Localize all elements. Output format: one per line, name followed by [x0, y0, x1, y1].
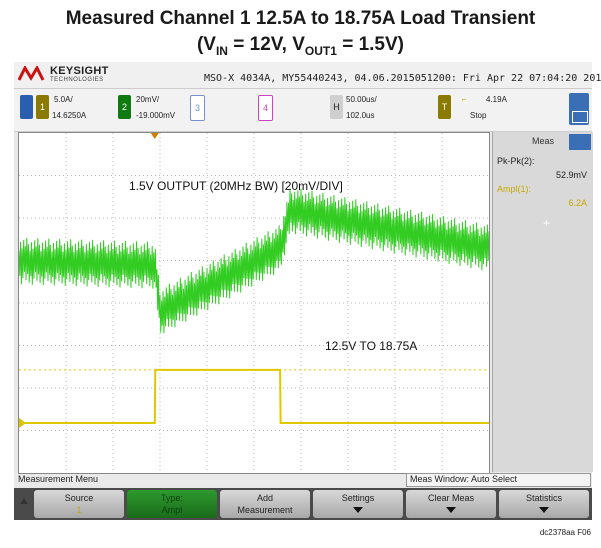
trigger-level: 4.19A: [486, 95, 507, 104]
ampl-value: 6.2A: [568, 198, 587, 208]
softkey-source-label: Source: [64, 493, 94, 503]
brand-subtitle: TECHNOLOGIES: [50, 77, 104, 83]
display-config-icon[interactable]: [569, 93, 589, 125]
horizontal-delay: 102.0us: [346, 111, 375, 120]
settings-arrow-icon: [353, 507, 363, 513]
output-annotation: 1.5V OUTPUT (20MHz BW) [20mV/DIV]: [129, 179, 343, 193]
waveform-graticule: 1.5V OUTPUT (20MHz BW) [20mV/DIV] 12.5V …: [18, 132, 490, 474]
channel-bar: 1 5.0A/ 14.6250A 2 20mV/ -19.000mV 3 4 H…: [14, 88, 592, 132]
menu-status-bar: Measurement Menu Meas Window: Auto Selec…: [14, 473, 592, 487]
ch2-output-voltage-trace: [19, 188, 489, 334]
waveform-plot: [19, 133, 489, 473]
back-arrow-icon[interactable]: [20, 498, 28, 504]
subtitle-suffix: = 1.5V): [336, 34, 405, 55]
ch2-badge: 2: [118, 95, 131, 119]
softkey-statistics-label: Statistics: [525, 493, 562, 503]
figure-id: dc2378aa F06: [539, 528, 591, 537]
subtitle-sub-in: IN: [215, 43, 228, 58]
add-meas-icon[interactable]: +: [543, 216, 551, 230]
run-icon: [20, 95, 33, 119]
softkey-add-measurement[interactable]: Add Measurement: [220, 490, 310, 518]
instrument-info: MSO-X 4034A, MY55440243, 04.06.201505120…: [204, 73, 601, 84]
meas-window-status: Meas Window: Auto Select: [406, 473, 591, 487]
ch1-scale: 5.0A/: [54, 95, 73, 104]
ch1-load-current-trace: [19, 368, 489, 424]
trigger-time-marker: [150, 133, 159, 139]
softkey-statistics[interactable]: Statistics: [499, 490, 589, 518]
trigger-edge-icon: ⌐: [462, 95, 467, 104]
measurement-panel: Meas Pk-Pk(2): 52.9mV Ampl(1): 6.2A +: [492, 132, 593, 472]
keysight-logo-icon: [18, 66, 45, 81]
softkey-type-value: Ampl: [161, 505, 183, 515]
softkey-clear-label: Clear Meas: [427, 493, 474, 503]
menu-title: Measurement Menu: [18, 474, 99, 484]
ch3-badge[interactable]: 3: [190, 95, 205, 121]
statistics-arrow-icon: [539, 507, 549, 513]
brand-name: KEYSIGHT: [50, 65, 109, 77]
ch2-scale: 20mV/: [136, 95, 160, 104]
brand-bar: KEYSIGHT TECHNOLOGIES MSO-X 4034A, MY554…: [14, 62, 601, 88]
load-annotation: 12.5V TO 18.75A: [325, 339, 418, 353]
pkpk-value: 52.9mV: [555, 170, 587, 180]
softkey-source[interactable]: Source 1: [34, 490, 124, 518]
softkey-clear-meas[interactable]: Clear Meas: [406, 490, 496, 518]
subtitle-sub-out1: OUT1: [304, 43, 337, 58]
subtitle-prefix: (V: [196, 34, 216, 55]
softkey-type[interactable]: Type: Ampl: [127, 490, 217, 518]
meas-header: Meas: [531, 136, 554, 146]
ch4-badge[interactable]: 4: [258, 95, 273, 121]
softkey-bar: Source 1 Type: Ampl Add Measurement Sett…: [14, 488, 592, 520]
figure-subtitle: (VIN = 12V, VOUT1 = 1.5V): [0, 34, 601, 58]
softkey-settings-label: Settings: [341, 493, 375, 503]
run-state: Stop: [470, 111, 487, 120]
ch1-offset: 14.6250A: [52, 111, 87, 120]
trigger-badge: T: [438, 95, 451, 119]
softkey-add-label: Add: [256, 493, 273, 503]
ch2-offset: -19.000mV: [136, 111, 176, 120]
softkey-source-value: 1: [76, 505, 82, 515]
ch1-badge: 1: [36, 95, 49, 119]
softkey-add-label2: Measurement: [237, 505, 293, 515]
horizontal-scale: 50.00us/: [346, 95, 377, 104]
clear-arrow-icon: [446, 507, 456, 513]
subtitle-mid: = 12V, V: [227, 34, 305, 55]
display-window-icon: [572, 111, 588, 123]
oscilloscope-screen: KEYSIGHT TECHNOLOGIES MSO-X 4034A, MY554…: [14, 62, 601, 520]
softkey-type-label: Type:: [160, 493, 183, 503]
ampl-label: Ampl(1):: [497, 184, 532, 194]
pkpk-label: Pk-Pk(2):: [497, 156, 535, 166]
horizontal-badge: H: [330, 95, 343, 119]
softkey-settings[interactable]: Settings: [313, 490, 403, 518]
meas-config-icon[interactable]: [569, 134, 591, 150]
figure-title: Measured Channel 1 12.5A to 18.75A Load …: [65, 8, 536, 29]
